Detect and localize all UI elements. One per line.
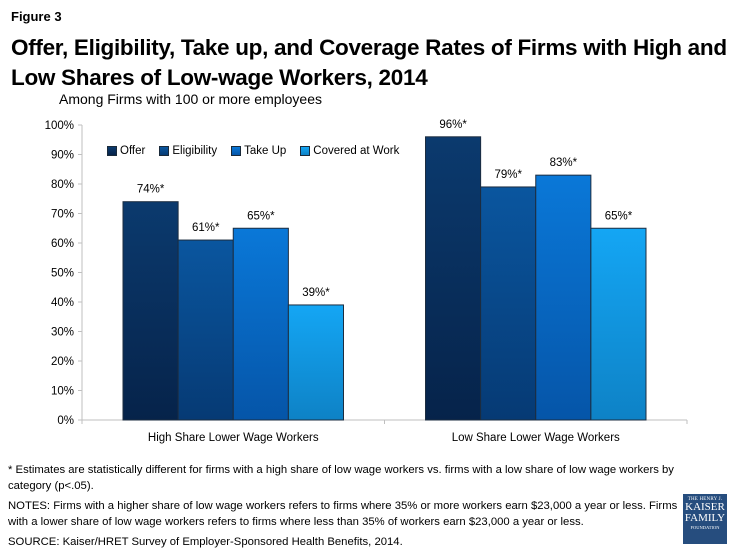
data-label: 39%*	[302, 287, 330, 299]
data-label: 79%*	[494, 169, 522, 181]
bar-covered-at-work	[287, 304, 344, 421]
y-axis: 0% 10% 20% 30% 40% 50% 60% 70% 80% 90% 100%	[45, 120, 83, 427]
data-label: 65%*	[247, 210, 275, 222]
legend-label: Take Up	[244, 145, 287, 157]
data-label: 61%*	[192, 222, 220, 234]
logo-line-1: THE HENRY J.	[687, 497, 723, 502]
data-labels: 74%* 61%* 65%* 39%* 96%* 79%* 83%* 65%*	[137, 119, 633, 299]
bars	[122, 136, 647, 421]
logo-line-3: FAMILY	[684, 512, 726, 524]
logo-line-4: FOUNDATION	[690, 525, 720, 530]
bar-eligibility	[480, 186, 537, 421]
legend-label: Covered at Work	[313, 145, 400, 157]
legend-label: Offer	[120, 145, 146, 157]
y-tick-label: 60%	[51, 238, 74, 250]
legend-swatch	[107, 146, 117, 156]
data-label: 96%*	[439, 119, 467, 131]
legend-item: Eligibility	[159, 145, 217, 157]
legend-swatch	[159, 146, 170, 156]
chart-title: Offer, Eligibility, Take up, and Coverag…	[11, 35, 727, 90]
legend-item: Take Up	[231, 145, 286, 157]
legend-item: Offer	[107, 145, 145, 157]
bar-take-up	[535, 174, 592, 421]
source-text: SOURCE: Kaiser/HRET Survey of Employer-S…	[8, 536, 403, 548]
notes-section: * Estimates are statistically different …	[8, 462, 678, 554]
data-label: 74%*	[137, 184, 165, 196]
y-tick-label: 80%	[51, 179, 74, 191]
data-label: 65%*	[605, 210, 633, 222]
bar-chart: 0% 10% 20% 30% 40% 50% 60% 70% 80% 90% 100% High S…	[45, 119, 688, 444]
y-tick-label: 40%	[51, 297, 74, 309]
y-tick-label: 10%	[51, 386, 74, 398]
y-tick-label: 30%	[51, 327, 74, 339]
legend-swatch	[300, 146, 311, 156]
bar-eligibility	[177, 239, 234, 421]
legend-swatch	[231, 146, 242, 156]
notes-text: NOTES: Firms with a higher share of low …	[8, 500, 678, 528]
legend-label: Eligibility	[172, 145, 218, 157]
bar-covered-at-work	[590, 227, 647, 421]
y-tick-label: 70%	[51, 209, 74, 221]
legend: Offer Eligibility Take Up Covered at Work	[107, 145, 399, 157]
chart-subtitle: Among Firms with 100 or more employees	[59, 91, 322, 107]
y-tick-label: 20%	[51, 356, 74, 368]
y-tick-label: 90%	[51, 150, 74, 162]
footnote: * Estimates are statistically different …	[8, 464, 674, 492]
bar-offer	[425, 136, 482, 421]
x-category-label: High Share Lower Wage Workers	[148, 432, 319, 444]
legend-item: Covered at Work	[300, 145, 399, 157]
x-category-label: Low Share Lower Wage Workers	[452, 432, 620, 444]
bar-take-up	[232, 227, 289, 421]
bar-offer	[122, 201, 179, 421]
y-tick-label: 100%	[45, 120, 74, 132]
data-label: 83%*	[550, 157, 578, 169]
figure-label: Figure 3	[11, 9, 62, 24]
y-tick-label: 50%	[51, 268, 74, 280]
x-axis: High Share Lower Wage Workers Low Share L…	[78, 419, 688, 444]
logo-line-2: KAISER	[685, 501, 725, 513]
kff-logo: THE HENRY J. KAISER FAMILY FOUNDATION	[683, 494, 727, 544]
y-tick-label: 0%	[57, 415, 74, 427]
